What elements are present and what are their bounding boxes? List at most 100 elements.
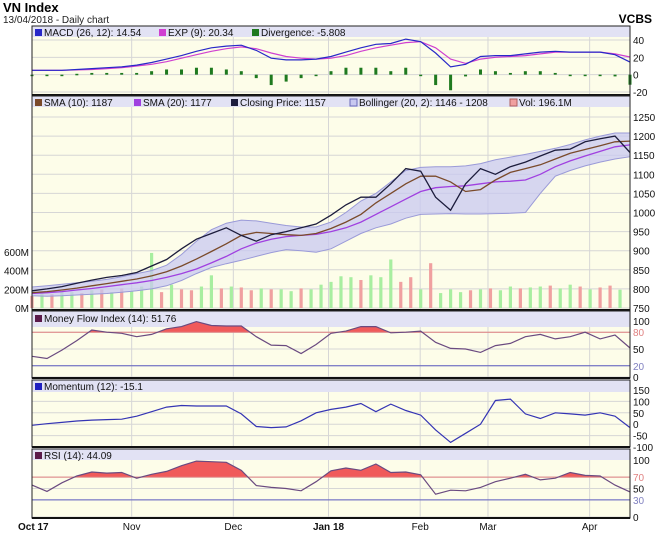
volume-bar	[419, 289, 423, 308]
divergence-bar	[508, 72, 512, 75]
macd-y-tick-label: 20	[633, 53, 645, 64]
macd-legend-swatch	[35, 29, 42, 36]
price-y-tick-label: 750	[633, 304, 650, 315]
divergence-bar	[583, 74, 587, 77]
volume-bar	[369, 275, 373, 308]
volume-bar	[289, 291, 293, 308]
volume-bar	[429, 263, 433, 308]
price-y-tick-label: 850	[633, 266, 650, 277]
volume-bar	[538, 286, 542, 308]
sma10-legend-swatch	[35, 99, 42, 106]
volume-bar	[80, 293, 84, 308]
volume-y-tick-label: 200M	[4, 285, 29, 296]
x-tick-label: Dec	[224, 522, 242, 533]
momentum-y-tick-label: -50	[633, 432, 648, 443]
divergence-bar	[464, 74, 468, 77]
volume-bar	[189, 290, 194, 308]
volume-bar	[568, 284, 572, 308]
volume-bar	[70, 292, 74, 308]
divergence-bar	[568, 74, 572, 77]
volume-bar	[229, 286, 233, 308]
divergence-bar	[90, 72, 94, 75]
volume-bar	[199, 286, 204, 308]
closing-price-line	[31, 135, 631, 292]
rsi-y-tick-label: 0	[633, 513, 639, 524]
divergence-bar	[135, 72, 139, 75]
divergence-bar	[329, 71, 333, 75]
momentum-legend-band	[32, 380, 630, 392]
volume-bar	[279, 289, 283, 308]
sma20-legend-label: SMA (20): 1177	[143, 98, 212, 109]
sma20-line	[31, 144, 631, 295]
volume-bar	[578, 286, 582, 308]
close-legend-swatch	[231, 99, 238, 106]
divergence-bar	[120, 72, 124, 75]
divergence-bar	[523, 71, 527, 75]
divergence-bar	[239, 71, 243, 75]
divergence-bar	[224, 69, 228, 75]
price-y-tick-label: 1100	[633, 170, 655, 181]
volume-bar	[349, 277, 353, 308]
divergence-bar	[314, 74, 318, 77]
volume-bar	[498, 290, 503, 308]
rsi-legend-swatch	[35, 452, 42, 459]
momentum-y-tick-label: 150	[633, 386, 650, 397]
divergence-bar	[359, 67, 363, 75]
price-y-tick-label: 1050	[633, 189, 656, 200]
divergence-bar	[479, 69, 482, 75]
price-legend-band	[32, 96, 630, 107]
volume-bar	[608, 285, 612, 308]
volume-bar	[299, 288, 303, 308]
volume-bar	[259, 288, 263, 308]
divergence-bar	[538, 71, 542, 75]
sma10-line	[31, 140, 631, 294]
volume-bar	[120, 288, 124, 308]
volume-bar	[90, 290, 94, 308]
divergence-bar	[209, 67, 213, 75]
rsi-y-tick-label: 100	[633, 456, 650, 467]
vol-legend-swatch	[509, 98, 518, 107]
momentum-legend-label: Momentum (12): -15.1	[44, 382, 143, 393]
sma20-legend-swatch	[134, 99, 141, 106]
divergence-bar	[613, 74, 617, 77]
volume-bar	[518, 288, 522, 308]
divergence-bar	[449, 74, 453, 91]
divergence-bar	[45, 74, 49, 77]
momentum-line	[31, 398, 631, 444]
volume-bar	[488, 288, 493, 308]
volume-bar	[329, 281, 333, 308]
macd-legend-label: MACD (26, 12): 14.54	[44, 28, 142, 39]
volume-bar	[110, 292, 114, 308]
volume-bar	[389, 259, 393, 308]
x-tick-label: Nov	[123, 522, 141, 533]
volume-bar	[468, 290, 473, 308]
macd-line	[32, 38, 631, 71]
x-tick-label: Jan 18	[313, 522, 345, 533]
price-y-tick-label: 800	[633, 285, 650, 296]
divergence-bar	[180, 69, 183, 75]
volume-bar	[359, 280, 363, 308]
volume-bar	[309, 289, 313, 308]
volume-bar	[399, 281, 403, 308]
divergence-bar	[553, 72, 557, 75]
mfi-overbought-area	[88, 321, 423, 333]
brand-label: VCBS	[618, 12, 652, 26]
divergence-bar	[150, 71, 154, 75]
volume-bar	[100, 289, 104, 308]
volume-bar	[618, 289, 622, 308]
rsi-y-tick-label: 70	[633, 473, 645, 484]
divergence-legend-swatch	[252, 29, 259, 36]
rsi-overbought-area	[74, 461, 602, 478]
volume-bar	[458, 292, 463, 308]
volume-bar	[130, 291, 134, 308]
momentum-y-tick-label: 50	[633, 409, 645, 420]
volume-y-tick-label: 0M	[15, 304, 29, 315]
rsi-line	[31, 460, 631, 495]
close-legend-label: Closing Price: 1157	[240, 98, 326, 109]
macd-y-tick-label: 40	[633, 36, 645, 47]
price-y-tick-label: 1200	[633, 132, 656, 143]
x-tick-label: Feb	[412, 522, 430, 533]
volume-bar	[558, 288, 562, 308]
macd-y-tick-label: 0	[633, 71, 639, 82]
